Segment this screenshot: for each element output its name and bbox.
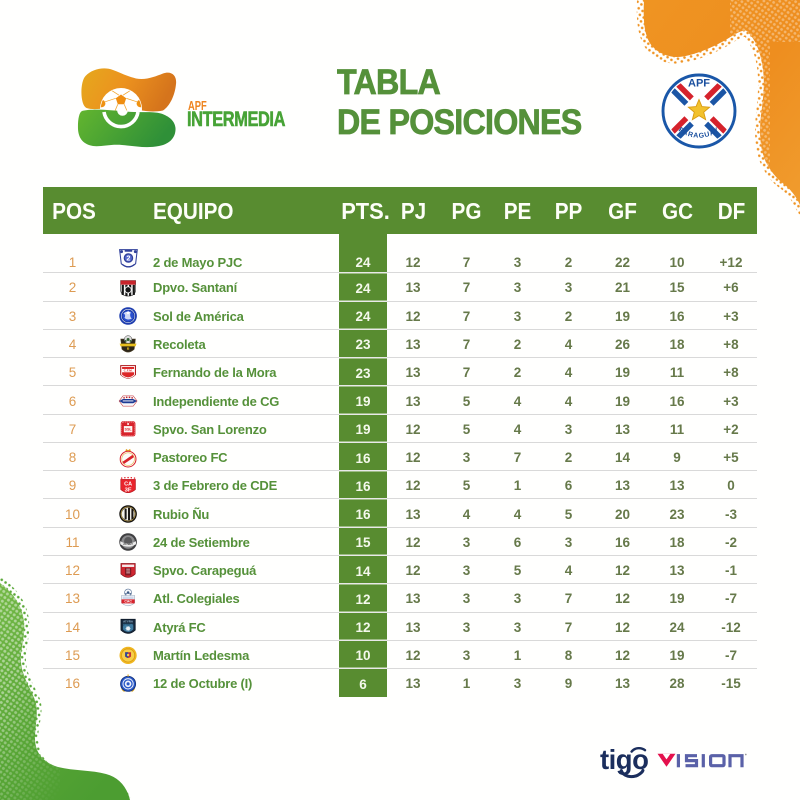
svg-text:CA: CA bbox=[125, 481, 133, 487]
svg-text:2: 2 bbox=[126, 254, 130, 263]
svg-text:R: R bbox=[127, 347, 130, 351]
svg-text:ATYRA: ATYRA bbox=[124, 620, 135, 624]
svg-text:3F: 3F bbox=[125, 487, 132, 493]
svg-text:SSL: SSL bbox=[125, 428, 133, 432]
svg-text:CAC: CAC bbox=[125, 600, 133, 604]
svg-text:C.F.M.: C.F.M. bbox=[124, 368, 133, 372]
svg-text:24 SET: 24 SET bbox=[124, 542, 134, 546]
svg-text:APF: APF bbox=[688, 78, 710, 90]
